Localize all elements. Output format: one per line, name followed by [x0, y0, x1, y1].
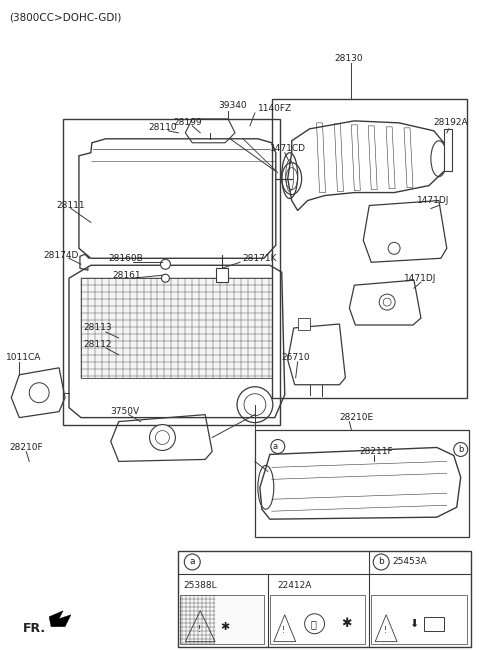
Circle shape: [383, 298, 391, 306]
Bar: [63, 119, 280, 424]
Bar: [371, 595, 467, 644]
Bar: [216, 268, 228, 282]
Text: 28113: 28113: [83, 324, 111, 333]
Text: (3800CC>DOHC-GDI): (3800CC>DOHC-GDI): [9, 12, 122, 22]
Text: 28110: 28110: [148, 123, 177, 132]
Text: a: a: [190, 557, 195, 566]
Text: 28210E: 28210E: [339, 413, 373, 422]
Text: ⬇: ⬇: [409, 618, 419, 629]
Circle shape: [160, 259, 170, 270]
Text: 1140FZ: 1140FZ: [258, 104, 292, 113]
Text: 🔥: 🔥: [311, 618, 316, 629]
Text: !: !: [384, 626, 387, 635]
Polygon shape: [49, 611, 71, 627]
Text: 1471CD: 1471CD: [270, 145, 306, 153]
Text: 28171K: 28171K: [242, 254, 276, 263]
Text: 25453A: 25453A: [392, 557, 427, 566]
Bar: [298, 318, 310, 330]
Text: 28112: 28112: [83, 340, 111, 350]
Bar: [270, 595, 365, 644]
Text: 28192A: 28192A: [433, 118, 468, 128]
Text: 22412A: 22412A: [278, 581, 312, 590]
Text: 28174D: 28174D: [43, 251, 79, 260]
Circle shape: [150, 424, 175, 450]
Circle shape: [161, 274, 169, 282]
Text: 28160B: 28160B: [109, 254, 144, 263]
Text: 25388L: 25388L: [183, 581, 217, 590]
Text: !: !: [282, 626, 285, 635]
Bar: [272, 99, 467, 398]
Bar: [444, 129, 452, 171]
Bar: [179, 551, 471, 646]
Text: 1471DJ: 1471DJ: [417, 196, 449, 205]
Text: 1011CA: 1011CA: [6, 353, 42, 363]
Circle shape: [379, 294, 395, 310]
Text: ✱: ✱: [220, 622, 229, 631]
Text: 1471DJ: 1471DJ: [404, 273, 436, 283]
Text: 28161: 28161: [113, 271, 142, 280]
Bar: [424, 616, 444, 631]
Text: b: b: [378, 557, 384, 566]
Circle shape: [29, 383, 49, 403]
Text: 28210F: 28210F: [9, 443, 43, 452]
Text: 28211F: 28211F: [360, 447, 393, 456]
Text: FR.: FR.: [23, 622, 47, 635]
Text: 28111: 28111: [56, 201, 84, 210]
Text: a: a: [272, 442, 277, 451]
Text: !: !: [198, 625, 201, 634]
Bar: [180, 595, 264, 644]
Text: ✱: ✱: [341, 617, 352, 630]
Text: 28199: 28199: [173, 118, 202, 128]
Bar: [81, 278, 272, 378]
Text: 3750V: 3750V: [111, 407, 140, 416]
Text: 39340: 39340: [218, 102, 247, 111]
Bar: [255, 430, 468, 537]
Text: 28130: 28130: [335, 53, 363, 62]
Text: b: b: [458, 445, 463, 454]
Text: 26710: 26710: [282, 353, 311, 363]
